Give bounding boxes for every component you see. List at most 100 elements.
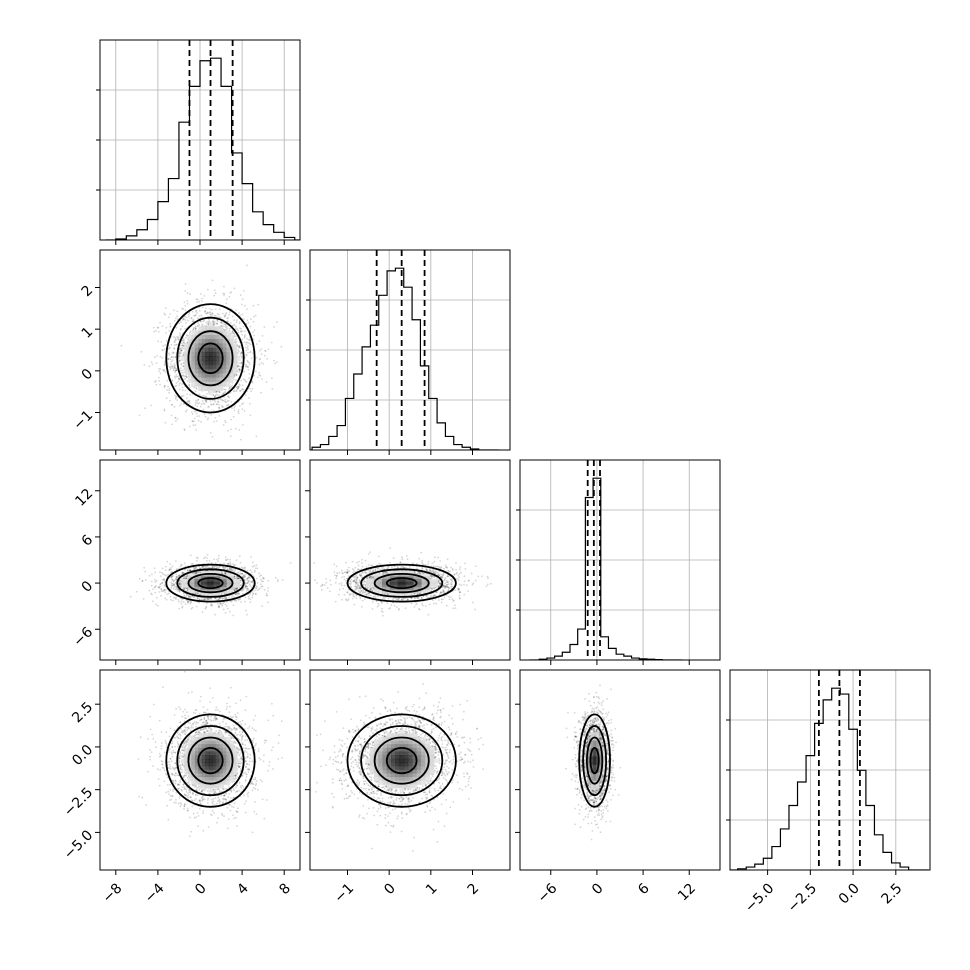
data-point: [178, 567, 181, 570]
density-cell: [213, 581, 221, 585]
density-cell: [222, 351, 227, 357]
data-point: [178, 583, 181, 585]
data-point: [371, 601, 374, 603]
data-point: [163, 589, 166, 592]
data-point: [247, 351, 249, 354]
data-point: [223, 323, 226, 325]
density-cell: [207, 579, 215, 583]
data-point: [263, 588, 266, 591]
data-point: [180, 349, 183, 351]
data-point: [216, 393, 219, 396]
data-point: [430, 571, 433, 573]
data-point: [237, 365, 240, 368]
data-point: [173, 347, 176, 350]
data-point: [255, 564, 258, 567]
data-point: [246, 587, 249, 590]
contour-level-0: [165, 303, 256, 414]
data-point: [212, 394, 215, 397]
density-cell: [213, 584, 221, 588]
data-point: [204, 608, 207, 610]
hist-panel-0: [96, 39, 301, 245]
data-point: [237, 385, 239, 388]
data-point: [177, 380, 180, 383]
data-point: [163, 588, 166, 591]
data-point: [170, 356, 173, 358]
data-point: [174, 417, 177, 419]
density-cell: [229, 377, 234, 383]
data-point: [224, 571, 227, 574]
data-point: [234, 577, 237, 580]
data-point: [247, 368, 250, 371]
data-point: [177, 338, 180, 341]
data-point: [260, 574, 262, 576]
data-point: [206, 418, 209, 421]
data-point: [185, 321, 187, 324]
data-point: [251, 565, 254, 568]
data-point: [248, 377, 250, 380]
data-point: [238, 322, 241, 325]
data-point: [245, 582, 248, 585]
data-point: [229, 567, 231, 570]
data-point: [198, 462, 200, 464]
density-cell: [194, 356, 199, 362]
data-point: [230, 569, 233, 572]
data-point: [224, 420, 227, 422]
data-point: [236, 388, 239, 391]
data-point: [170, 360, 173, 363]
data-point: [234, 335, 237, 337]
data-point: [219, 603, 222, 606]
data-point: [166, 379, 169, 382]
data-point: [232, 614, 235, 617]
data-point: [159, 583, 162, 586]
data-point: [230, 322, 232, 324]
data-point: [216, 319, 219, 322]
data-point: [180, 363, 183, 366]
data-point: [168, 353, 171, 356]
data-point: [225, 605, 228, 607]
data-point: [248, 338, 250, 341]
data-point: [173, 586, 176, 588]
data-point: [261, 605, 263, 607]
density-cell: [229, 369, 234, 374]
density-cell: [198, 369, 203, 374]
density-cell: [215, 334, 220, 340]
data-point: [255, 435, 258, 438]
density-cell: [194, 576, 202, 580]
data-point: [182, 365, 185, 367]
data-point: [232, 596, 235, 598]
data-point: [174, 356, 177, 359]
data-point: [174, 588, 177, 591]
data-point: [230, 291, 233, 293]
data-point: [186, 393, 189, 395]
data-point: [185, 575, 188, 578]
data-point: [195, 309, 198, 312]
data-point: [224, 421, 227, 424]
data-point: [153, 585, 156, 588]
data-point: [247, 345, 249, 347]
data-point: [178, 589, 181, 592]
data-point: [187, 400, 190, 402]
data-point: [192, 318, 195, 321]
data-point: [218, 415, 221, 417]
data-point: [188, 567, 190, 570]
data-point: [172, 367, 174, 369]
data-point: [183, 575, 186, 578]
data-point: [194, 328, 197, 331]
data-point: [179, 583, 182, 586]
density-cell: [207, 584, 215, 588]
data-point: [178, 581, 181, 584]
data-point: [229, 392, 232, 394]
data-point: [235, 309, 238, 311]
data-point: [207, 288, 209, 291]
data-point: [228, 563, 231, 566]
data-point: [260, 348, 263, 350]
data-point: [227, 562, 230, 565]
density-cell: [226, 334, 231, 340]
data-point: [143, 566, 146, 569]
data-point: [258, 371, 261, 374]
data-point: [151, 573, 153, 576]
data-point: [246, 582, 249, 584]
data-point: [191, 595, 194, 598]
data-point: [163, 384, 166, 387]
density-cell: [222, 360, 227, 366]
